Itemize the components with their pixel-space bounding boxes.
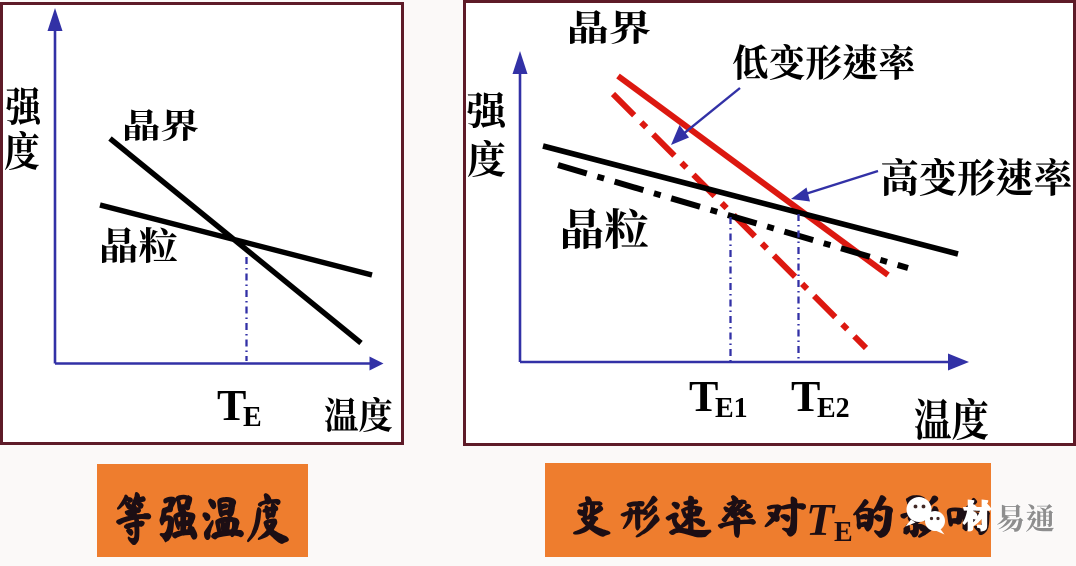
svg-text:T: T xyxy=(217,381,246,430)
svg-text:T: T xyxy=(791,372,820,421)
svg-text:E2: E2 xyxy=(817,393,850,424)
svg-text:E: E xyxy=(243,402,262,433)
svg-text:E1: E1 xyxy=(715,393,748,424)
svg-text:T: T xyxy=(689,372,718,421)
svg-text:T: T xyxy=(806,494,836,545)
svg-text:E: E xyxy=(834,517,853,548)
